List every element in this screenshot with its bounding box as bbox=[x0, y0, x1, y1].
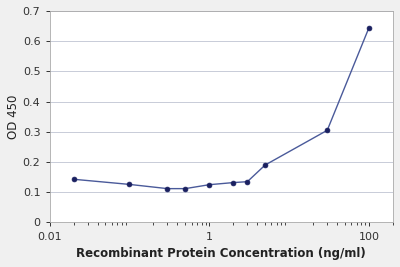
X-axis label: Recombinant Protein Concentration (ng/ml): Recombinant Protein Concentration (ng/ml… bbox=[76, 247, 366, 260]
Y-axis label: OD 450: OD 450 bbox=[7, 95, 20, 139]
